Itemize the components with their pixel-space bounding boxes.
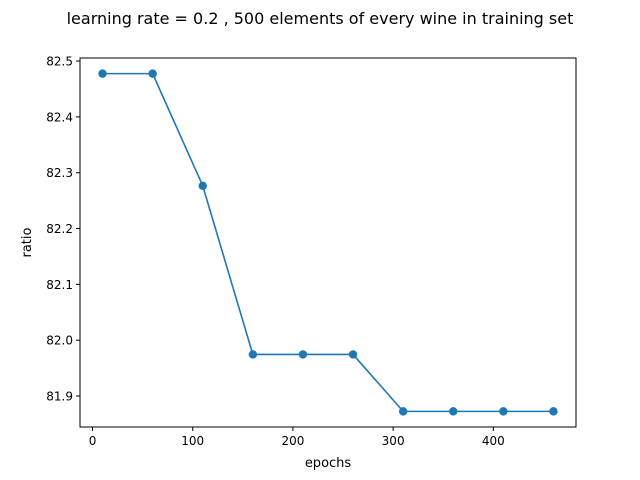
series-line — [102, 72, 554, 413]
y-tick-label: 82.0 — [46, 334, 73, 348]
y-tick-label: 82.4 — [46, 110, 73, 124]
data-point — [549, 407, 558, 416]
x-tick-label: 400 — [482, 434, 505, 448]
data-point — [398, 407, 408, 416]
y-tick-label: 82.3 — [46, 166, 73, 180]
data-point — [248, 350, 258, 359]
data-point — [198, 181, 207, 191]
data-point — [499, 407, 508, 416]
data-point — [98, 69, 107, 78]
y-axis: 81.9 82.0 82.1 82.2 82.3 82.4 82.5 — [46, 55, 80, 404]
x-tick-label: 200 — [281, 434, 304, 448]
data-point — [298, 350, 308, 359]
plot-area — [80, 58, 576, 427]
data-point — [148, 69, 157, 78]
x-tick-label: 0 — [89, 434, 97, 448]
series-layer — [98, 69, 558, 416]
x-tick-label: 300 — [382, 434, 405, 448]
y-tick-label: 82.5 — [46, 55, 73, 69]
data-point — [348, 350, 358, 359]
data-point — [449, 407, 458, 416]
y-axis-label: ratio — [20, 227, 35, 257]
x-tick-label: 100 — [181, 434, 204, 448]
x-axis-label: epochs — [305, 456, 352, 471]
chart-title: learning rate = 0.2 , 500 elements of ev… — [67, 9, 574, 28]
y-tick-label: 82.1 — [46, 278, 73, 292]
x-axis: 0 100 200 300 400 — [89, 427, 505, 448]
plot-frame — [79, 57, 577, 428]
y-tick-label: 82.2 — [46, 222, 73, 236]
y-tick-label: 81.9 — [46, 390, 73, 404]
